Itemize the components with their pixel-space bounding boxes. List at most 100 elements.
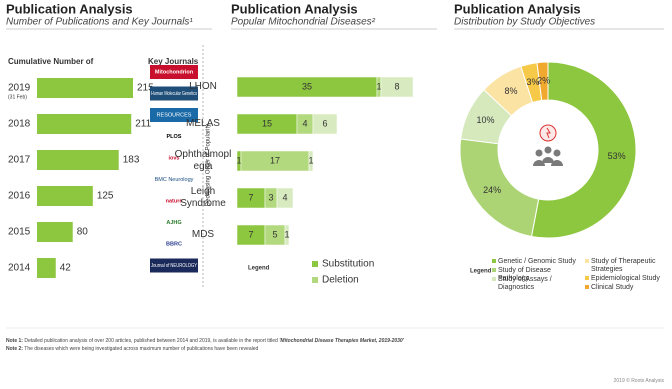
value-label: 3	[268, 192, 273, 202]
value-label: 24%	[483, 185, 501, 195]
value-label: 4	[302, 118, 307, 128]
y-tick-label: 2015	[8, 227, 31, 238]
bar	[37, 258, 56, 278]
legend-label: Genetic / Genomic Study	[498, 258, 576, 265]
journal-logo	[150, 65, 198, 79]
subtitle: Distribution by Study Objectives	[454, 17, 595, 28]
value-label: 8	[394, 81, 399, 91]
legend-label: Study of Therapeutic Strategies	[591, 258, 656, 273]
bar	[37, 150, 119, 170]
icon	[551, 160, 563, 166]
value-label: 211	[135, 119, 151, 130]
journals-title: Key Journals	[148, 57, 199, 66]
value-label: 6	[322, 118, 327, 128]
icon	[533, 160, 545, 166]
title: Publication Analysis	[6, 1, 133, 16]
bar-segment	[284, 224, 290, 246]
category-label: Ophthalmoplegia	[174, 149, 232, 172]
category-note: (31 Feb)	[8, 94, 27, 100]
journal-logo	[150, 237, 198, 251]
icon	[542, 157, 554, 163]
icon	[546, 127, 551, 139]
value-label: 42	[60, 263, 72, 274]
value-label: 17	[270, 155, 280, 165]
legend-swatch	[585, 276, 589, 280]
legend-label: Study of Disease Pathology	[498, 267, 551, 282]
value-label: 1	[284, 229, 289, 239]
title: Publication Analysis	[454, 1, 581, 16]
journal-name: AJHG	[166, 220, 181, 226]
journal-name: Human Molecular Genetics	[151, 91, 197, 97]
note: Note 2: The diseases which were being in…	[6, 346, 258, 352]
legend-swatch	[585, 259, 589, 263]
bar-segment	[276, 187, 294, 209]
subtitle: Number of Publications and Key Journals¹	[6, 17, 193, 28]
y-tick-label: 2014	[8, 263, 31, 274]
note: Note 1: Detailed publication analysis of…	[6, 338, 404, 344]
y-tick-label: 2019	[8, 83, 31, 94]
category-label: Leigh Syndrome	[180, 186, 226, 209]
legend-swatch	[492, 268, 496, 272]
value-label: 125	[97, 191, 114, 202]
value-label: 35	[302, 81, 312, 91]
icon	[553, 149, 561, 157]
journal-logo	[150, 215, 198, 230]
category-label: MELAS	[186, 118, 220, 129]
journal-name: RESOURCES	[157, 112, 192, 118]
legend-swatch	[312, 261, 318, 267]
icon	[544, 146, 552, 154]
title: Publication Analysis	[231, 1, 358, 16]
value-label: 7	[248, 229, 253, 239]
note-text: Detailed publication analysis of over 20…	[24, 338, 278, 344]
legend-label: Substitution	[322, 259, 374, 270]
bar-segment	[308, 150, 314, 172]
value-label: 5	[272, 229, 277, 239]
journal-logo	[150, 151, 198, 165]
bar	[37, 186, 93, 206]
legend-label: Epidemiological Study	[591, 275, 660, 282]
journal-logo	[150, 86, 198, 101]
category-label: LHON	[189, 81, 217, 92]
bar	[37, 222, 73, 242]
note-label: Note 2:	[6, 346, 23, 352]
y-tick-label: 2018	[8, 119, 31, 130]
value-label: 183	[123, 155, 140, 166]
note-text: The diseases which were being investigat…	[24, 346, 259, 352]
journal-name: BMC Neurology	[155, 177, 194, 183]
value-label: 215	[137, 83, 154, 94]
pie-slice	[536, 61, 549, 101]
value-label: 4	[282, 192, 287, 202]
category-label: MDS	[191, 229, 215, 240]
journal-name: nature	[166, 198, 183, 204]
legend-title: Legend	[248, 266, 270, 272]
legend-label: Deletion	[322, 275, 359, 286]
journal-logo	[150, 194, 198, 208]
note-label: Note 1:	[6, 338, 23, 344]
legend-swatch	[312, 277, 318, 283]
journal-name: BBRC	[166, 241, 182, 247]
pie-slice	[530, 61, 637, 239]
value-label: 1	[236, 155, 241, 165]
legend-label: Study of Assays / Diagnostics	[498, 276, 552, 291]
icon	[535, 149, 543, 157]
axis-label: Cumulative Number of	[8, 57, 94, 66]
footer: 2019 © Roots Analysis	[613, 378, 664, 384]
value-label: 53%	[608, 151, 626, 161]
value-label: 10%	[477, 115, 495, 125]
value-label: 15	[262, 118, 272, 128]
bar-segment	[312, 113, 338, 135]
subtitle: Popular Mitochondrial Diseases²	[231, 17, 376, 28]
journal-name: Mitochondrion	[155, 69, 194, 75]
legend-swatch	[492, 259, 496, 263]
bar-segment	[380, 76, 414, 98]
value-label: 2%	[537, 76, 550, 86]
journal-logo	[150, 108, 198, 122]
note-title: 'Mitochondrial Disease Therapies Market,…	[279, 338, 404, 344]
value-label: 8%	[505, 86, 518, 96]
y-tick-label: 2016	[8, 191, 31, 202]
value-label: 1	[308, 155, 313, 165]
y-tick-label: 2017	[8, 155, 31, 166]
journal-logo	[150, 172, 198, 187]
